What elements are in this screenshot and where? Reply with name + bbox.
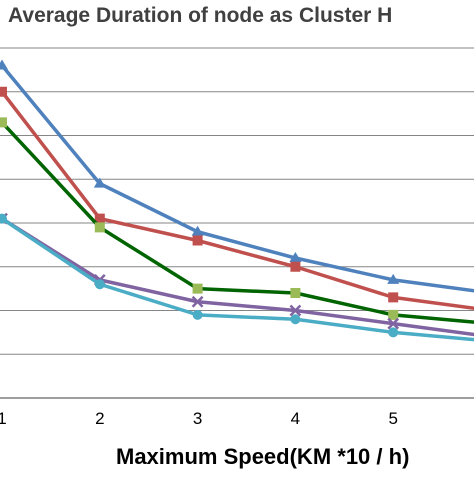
data-point-series-5 — [94, 279, 105, 290]
data-point-series-2 — [94, 213, 105, 224]
series-line-2 — [0, 90, 474, 310]
data-point-series-3 — [0, 117, 7, 128]
data-point-series-2 — [192, 235, 203, 246]
data-point-series-3 — [94, 222, 105, 233]
series-group — [0, 59, 474, 342]
data-point-series-1 — [387, 273, 400, 284]
data-point-series-3 — [192, 283, 203, 294]
series-line-5 — [1, 217, 474, 342]
data-point-series-4 — [387, 317, 400, 330]
x-tick-label: 3 — [193, 409, 202, 428]
data-point-series-3 — [388, 309, 399, 320]
data-point-series-5 — [0, 213, 7, 224]
x-tick-label: 5 — [388, 409, 397, 428]
data-point-series-5 — [290, 314, 301, 325]
data-point-series-3 — [290, 288, 301, 298]
data-point-series-2 — [290, 261, 301, 272]
series-line-1 — [0, 64, 474, 293]
series-line-3 — [0, 121, 474, 324]
x-axis-label: Maximum Speed(KM *10 / h) — [116, 444, 409, 469]
gridlines — [0, 47, 474, 399]
x-tick-labels: 123456 — [0, 409, 398, 428]
data-point-series-2 — [388, 292, 399, 303]
x-tick-label: 1 — [0, 409, 7, 428]
data-point-series-4 — [191, 295, 204, 308]
data-point-series-1 — [191, 225, 204, 236]
x-tick-label: 2 — [95, 409, 104, 428]
data-point-series-4 — [289, 304, 302, 317]
data-point-series-1 — [93, 177, 106, 188]
data-point-series-2 — [0, 86, 7, 97]
series-line-4 — [1, 217, 474, 337]
x-tick-label: 4 — [291, 409, 300, 428]
data-point-series-1 — [0, 59, 8, 70]
data-point-series-5 — [388, 327, 399, 338]
data-point-series-5 — [192, 309, 203, 320]
data-point-series-1 — [289, 252, 302, 262]
chart-title: Average Duration of node as Cluster H — [8, 4, 392, 27]
